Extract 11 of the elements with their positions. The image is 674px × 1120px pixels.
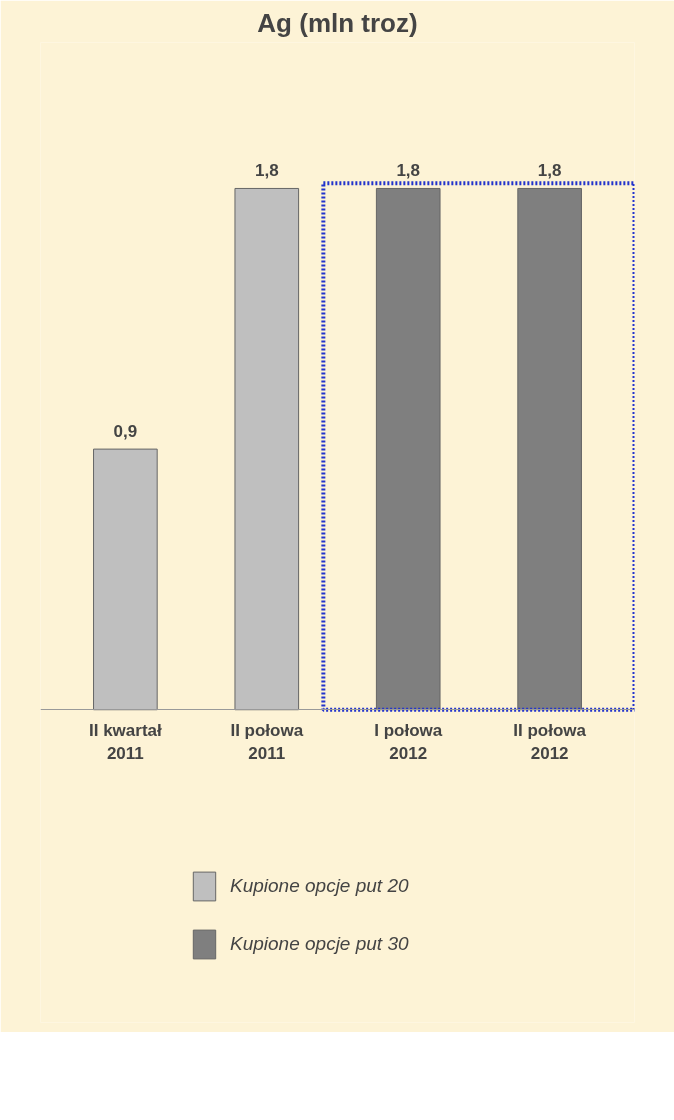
x-tick-label: II kwartał 2011 — [88, 720, 163, 763]
data-label: 1,8 — [537, 161, 562, 181]
data-label: 1,8 — [254, 161, 279, 181]
legend-label: Kupione opcje put 30 — [230, 933, 409, 955]
data-label: 1,8 — [396, 161, 421, 181]
data-label: 0,9 — [113, 422, 138, 442]
x-tick-label: II połowa 2012 — [513, 720, 587, 763]
x-tick-label: I połowa 2012 — [374, 720, 443, 763]
chart-title: Ag (mln troz) — [257, 7, 418, 38]
legend-label: Kupione opcje put 20 — [230, 875, 409, 897]
x-tick-label: II połowa 2011 — [230, 720, 304, 763]
